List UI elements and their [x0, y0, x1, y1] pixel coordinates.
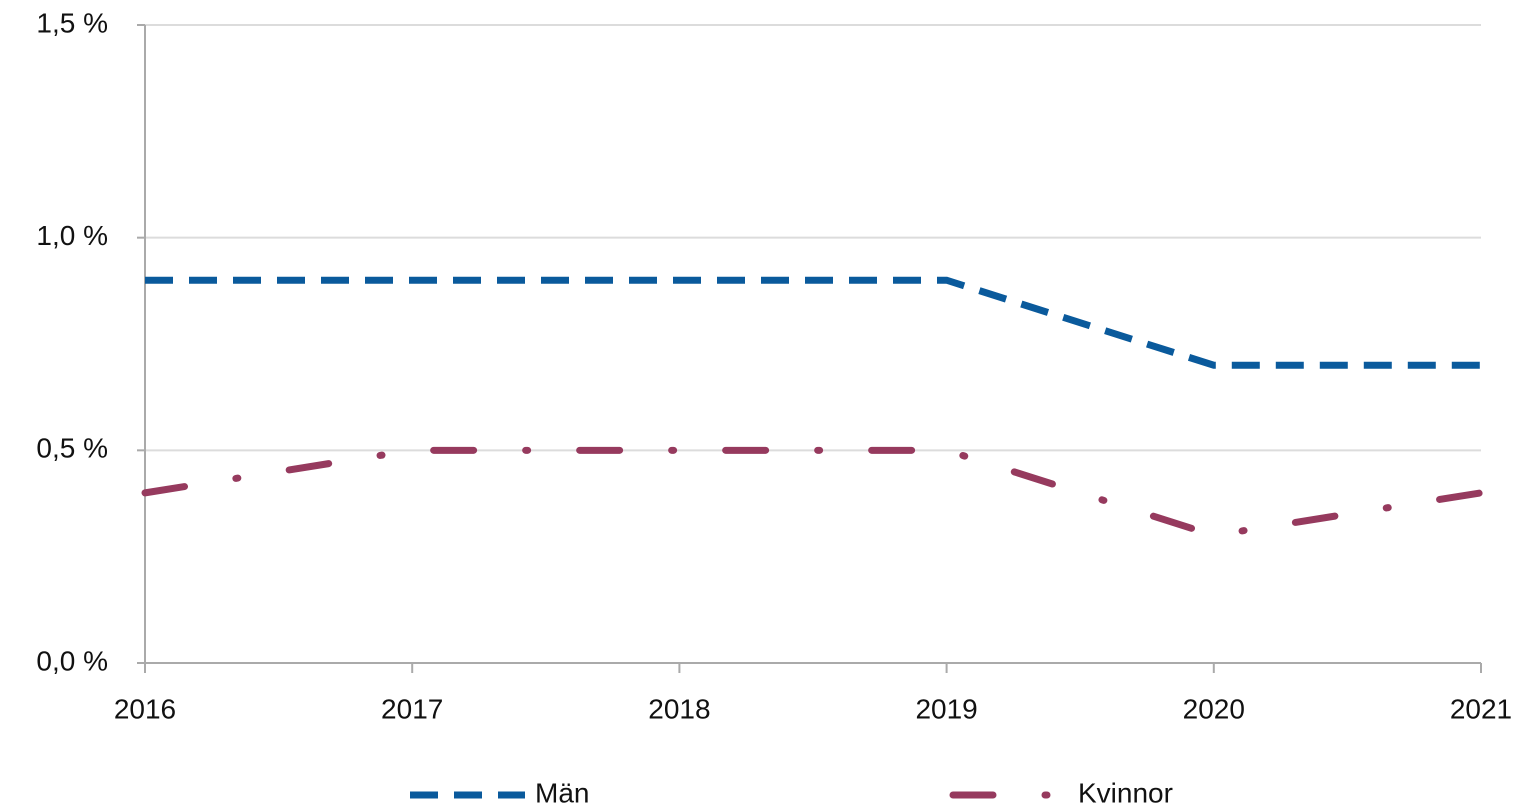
x-tick-label: 2020 [1183, 693, 1245, 724]
series-line [141, 446, 1485, 539]
y-tick-label: 0,5 % [36, 433, 108, 464]
y-tick-label: 1,0 % [36, 220, 108, 251]
y-tick-label: 1,5 % [36, 7, 108, 38]
legend-label: Män [535, 777, 589, 807]
x-tick-label: 2019 [915, 693, 977, 724]
series-line [145, 276, 1481, 369]
y-tick-label: 0,0 % [36, 645, 108, 676]
x-tick-label: 2017 [381, 693, 443, 724]
x-tick-label: 2016 [114, 693, 176, 724]
x-tick-label: 2021 [1450, 693, 1512, 724]
x-tick-label: 2018 [648, 693, 710, 724]
legend-label: Kvinnor [1078, 777, 1173, 807]
